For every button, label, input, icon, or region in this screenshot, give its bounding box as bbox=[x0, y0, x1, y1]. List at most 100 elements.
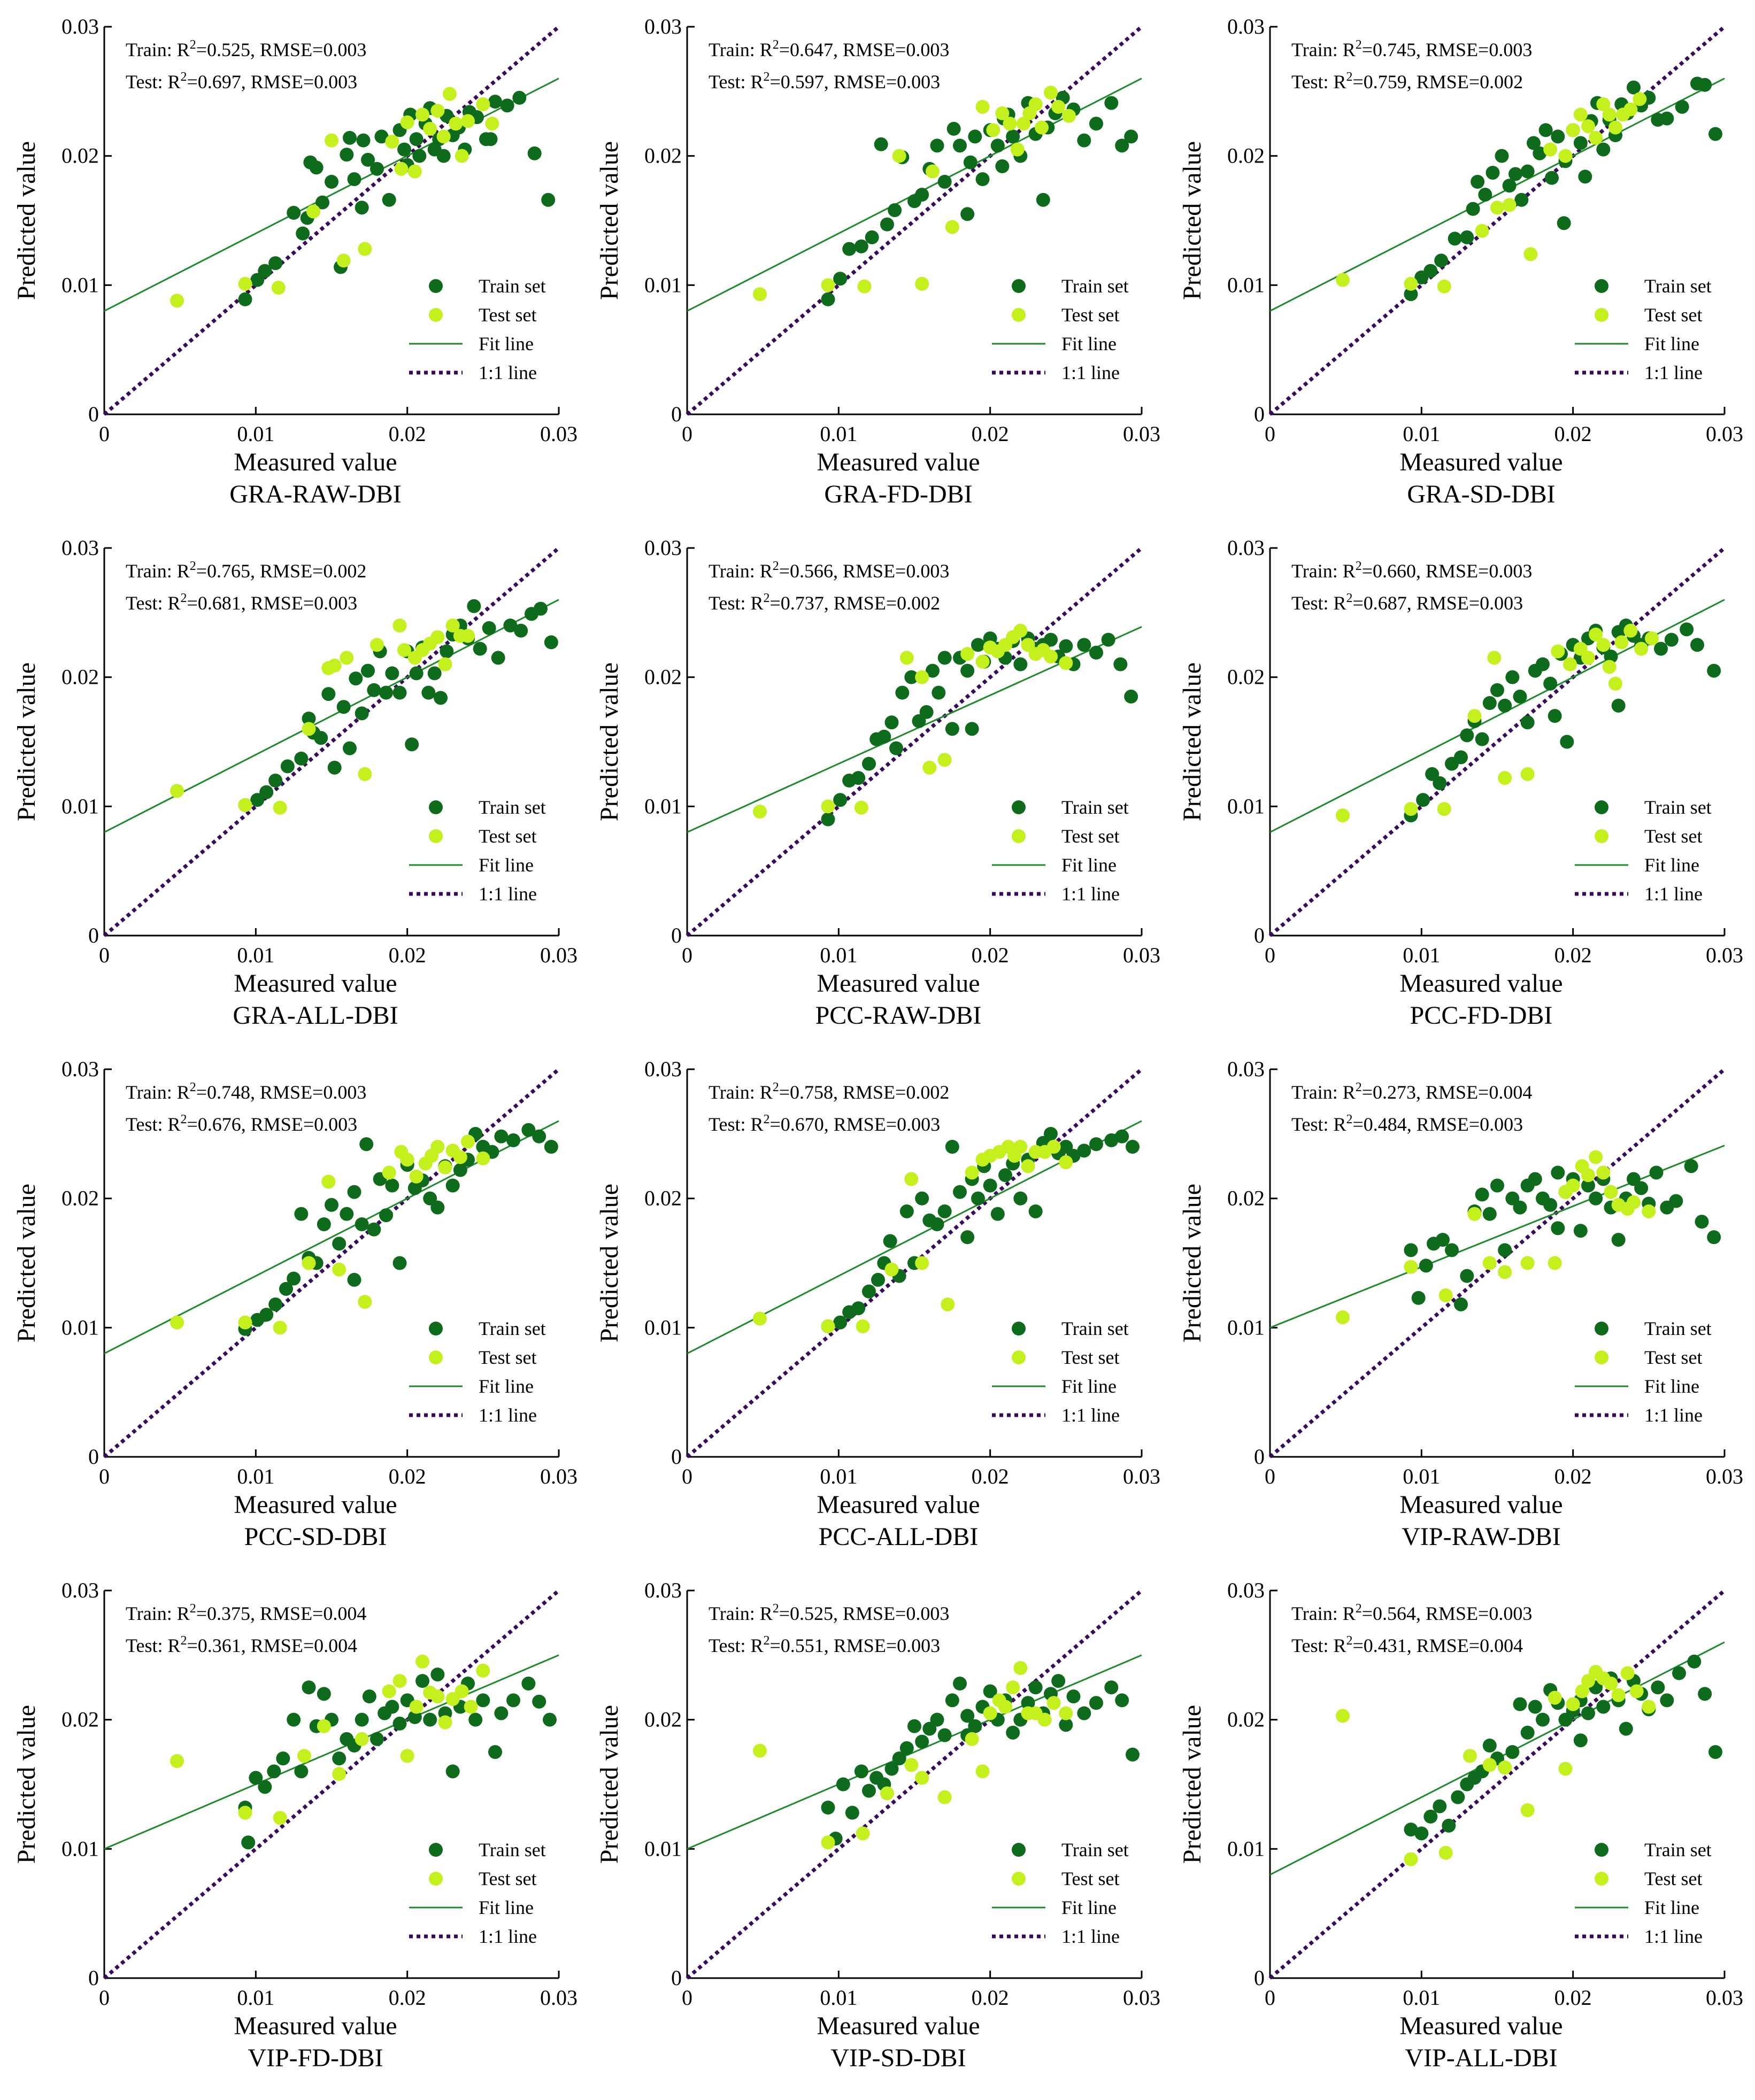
train-point bbox=[532, 1694, 546, 1709]
train-point bbox=[1454, 1297, 1468, 1311]
train-point bbox=[1013, 657, 1028, 671]
test-point bbox=[170, 294, 184, 308]
train-point bbox=[315, 195, 329, 210]
train-point bbox=[1551, 129, 1565, 144]
panel-title: VIP-ALL-DBI bbox=[1405, 2044, 1557, 2072]
x-tick-label: 0.02 bbox=[389, 1986, 426, 2010]
legend-fit-label: Fit line bbox=[1061, 1897, 1117, 1918]
y-tick-label: 0 bbox=[1254, 923, 1265, 947]
train-point bbox=[327, 760, 342, 775]
train-point bbox=[1611, 698, 1626, 713]
test-point bbox=[1502, 198, 1517, 212]
test-point bbox=[400, 1153, 414, 1167]
legend-test-label: Test set bbox=[1644, 304, 1702, 326]
train-point bbox=[1077, 638, 1091, 652]
train-point bbox=[932, 685, 946, 700]
metric-superscript: 2 bbox=[180, 591, 187, 605]
test-point bbox=[915, 1771, 929, 1785]
metric-values: =0.525, RMSE=0.003 bbox=[196, 39, 367, 60]
legend-one-to-one-label: 1:1 line bbox=[1644, 1404, 1703, 1426]
legend-train-label: Train set bbox=[1061, 1318, 1129, 1339]
metric-values: =0.647, RMSE=0.003 bbox=[779, 39, 950, 60]
train-point bbox=[482, 621, 496, 635]
test-point bbox=[461, 1134, 475, 1149]
one-to-one-line bbox=[1268, 1589, 1726, 1980]
metric-superscript: 2 bbox=[1346, 70, 1352, 84]
train-point bbox=[968, 129, 982, 144]
metric-values: =0.564, RMSE=0.003 bbox=[1362, 1603, 1533, 1624]
test-point bbox=[937, 1790, 952, 1804]
y-tick-label: 0 bbox=[671, 402, 682, 426]
train-point bbox=[945, 722, 959, 736]
metric-label: Test: R bbox=[126, 1114, 180, 1135]
train-point bbox=[423, 1712, 437, 1727]
test-point bbox=[430, 630, 445, 644]
test-point bbox=[430, 1140, 445, 1154]
test-point bbox=[1336, 273, 1350, 287]
test-point bbox=[273, 1811, 287, 1825]
test-point bbox=[449, 117, 463, 131]
legend-train-label: Train set bbox=[479, 1839, 546, 1860]
train-point bbox=[1044, 632, 1058, 647]
test-point bbox=[415, 107, 429, 122]
y-tick-label: 0.01 bbox=[644, 1315, 682, 1339]
one-to-one-line bbox=[103, 1589, 560, 1980]
train-point bbox=[268, 1297, 283, 1311]
test-point bbox=[358, 1295, 372, 1309]
train-point bbox=[960, 207, 975, 221]
x-tick-label: 0.02 bbox=[972, 1464, 1009, 1488]
test-point bbox=[1623, 102, 1638, 117]
test-point bbox=[1604, 1185, 1618, 1199]
x-tick-label: 0.02 bbox=[972, 422, 1009, 446]
train-point bbox=[409, 132, 424, 146]
train-point bbox=[1581, 1706, 1595, 1720]
y-axis-label: Predicted value bbox=[1178, 1184, 1206, 1342]
train-point bbox=[412, 149, 427, 163]
legend-test-marker bbox=[429, 829, 443, 843]
legend-train-marker bbox=[1595, 1843, 1608, 1857]
y-tick-label: 0 bbox=[88, 1966, 99, 1990]
y-axis-label: Predicted value bbox=[12, 141, 41, 300]
test-point bbox=[856, 1319, 870, 1333]
train-point bbox=[1460, 728, 1474, 743]
metric-label: Train: R bbox=[1291, 1603, 1356, 1624]
x-tick-label: 0.03 bbox=[540, 1986, 578, 2010]
x-tick-label: 0.02 bbox=[1554, 943, 1592, 967]
test-point bbox=[1467, 709, 1482, 723]
metric-label: Train: R bbox=[126, 39, 190, 60]
test-point bbox=[476, 1663, 490, 1678]
y-tick-label: 0 bbox=[88, 923, 99, 947]
test-point bbox=[392, 619, 407, 632]
metric-label: Train: R bbox=[126, 1603, 190, 1624]
x-axis-label: Measured value bbox=[234, 969, 397, 998]
y-tick-label: 0.01 bbox=[1227, 1315, 1265, 1339]
test-point bbox=[358, 242, 372, 256]
metric-superscript: 2 bbox=[1346, 1113, 1352, 1126]
train-point bbox=[1006, 1725, 1020, 1740]
train-point bbox=[1520, 715, 1535, 730]
train-point bbox=[332, 1237, 347, 1251]
train-point bbox=[1460, 1269, 1474, 1283]
test-point bbox=[1336, 808, 1350, 823]
test-point bbox=[1520, 767, 1535, 781]
legend-train-label: Train set bbox=[1644, 797, 1712, 818]
metric-label: Train: R bbox=[126, 1082, 190, 1103]
metric-label: Train: R bbox=[709, 560, 773, 582]
x-axis-label: Measured value bbox=[234, 2012, 397, 2040]
train-point bbox=[960, 1230, 975, 1245]
train-point bbox=[1533, 146, 1547, 160]
test-point bbox=[409, 1169, 424, 1184]
train-point bbox=[1536, 1712, 1550, 1727]
test-point bbox=[302, 722, 316, 736]
train-point bbox=[1419, 1259, 1433, 1273]
train-point bbox=[430, 1200, 445, 1215]
test-point bbox=[340, 651, 354, 665]
y-axis-label: Predicted value bbox=[595, 141, 624, 300]
train-point bbox=[314, 731, 328, 745]
test-point bbox=[394, 161, 409, 176]
train-point bbox=[407, 1710, 422, 1724]
train-point bbox=[953, 1677, 967, 1690]
train-point bbox=[287, 1712, 301, 1727]
legend-one-to-one-label: 1:1 line bbox=[1644, 362, 1703, 383]
legend-train-label: Train set bbox=[1644, 275, 1712, 297]
